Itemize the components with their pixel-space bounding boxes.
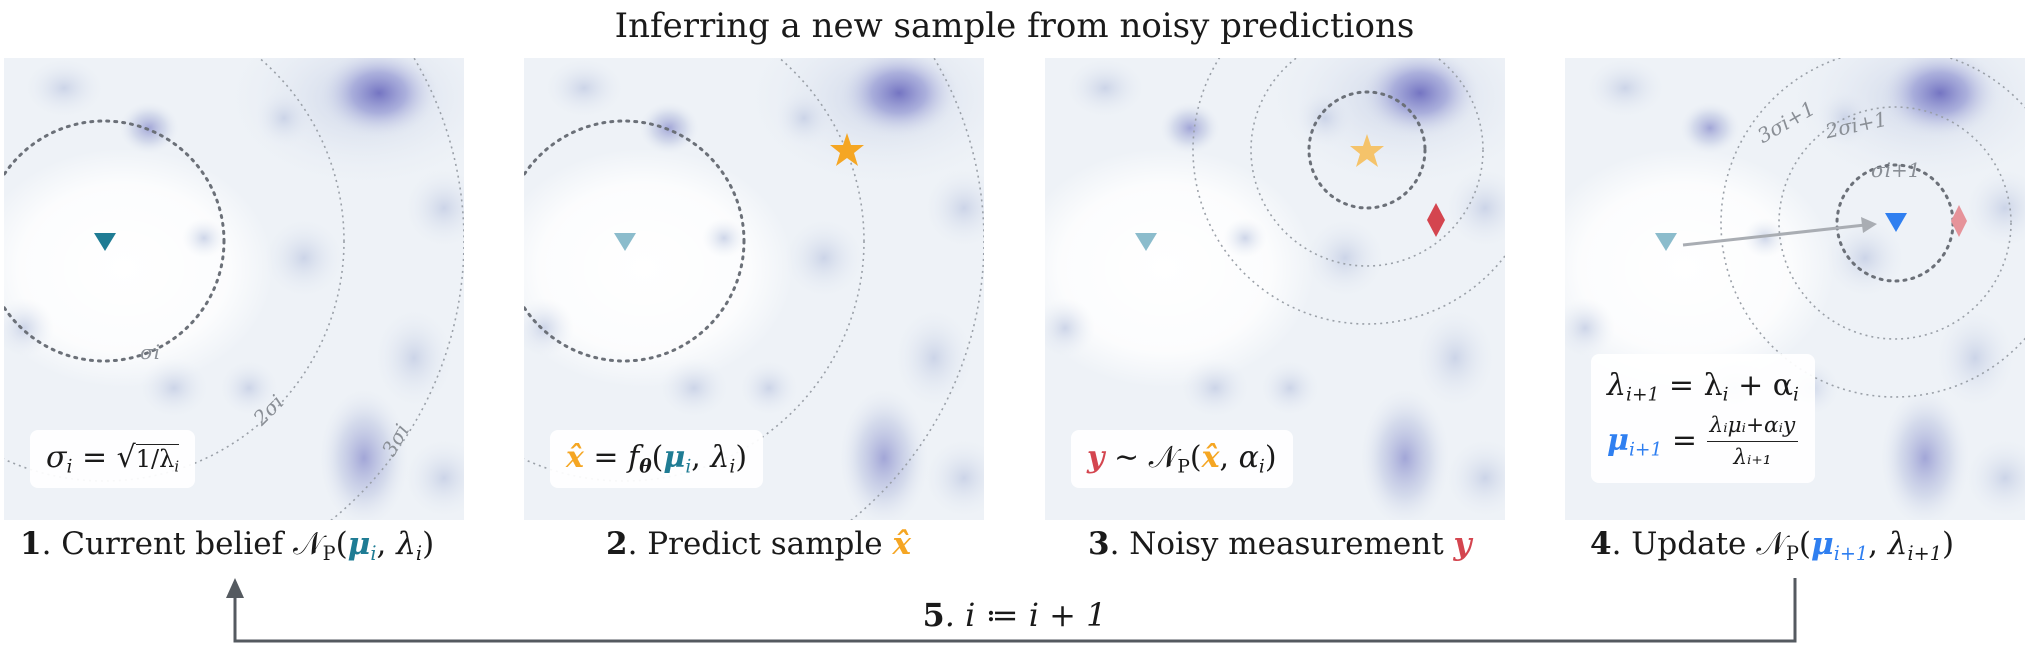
step-label-2: 2. Predict sample x̂ [606, 526, 911, 562]
panel-predict-sample: x̂ = fθ(μi, λi) [524, 58, 984, 520]
arrow-right-icon [1861, 217, 1877, 233]
sigma-label: σi+1 [1871, 158, 1921, 182]
panel-update: σi+1 2σi+1 3σi+1 λi+1 = λi + αi μi+1 = λ… [1565, 58, 2025, 520]
update-arrow-line [1682, 223, 1866, 247]
star-icon [830, 133, 864, 166]
updated-three-sigma-circle [1720, 58, 2025, 398]
updated-two-sigma-circle [1778, 106, 2012, 340]
diamond-icon [1427, 203, 1445, 237]
density-contour-plot [1565, 58, 2025, 520]
loop-label: 5. i ≔ i + 1 [922, 596, 1107, 634]
density-contour-plot [4, 58, 464, 520]
formula-lambda-update: λi+1 = λi + αi [1607, 368, 1799, 406]
old-belief-marker-icon [1655, 233, 1677, 251]
two-sigma-circle [524, 58, 865, 482]
loop-arrow-line [233, 578, 1797, 643]
sigma-label: σi [140, 340, 161, 364]
alpha-three-sigma-circle [1192, 58, 1505, 325]
figure-title: Inferring a new sample from noisy predic… [614, 6, 1415, 46]
alpha-sigma-circle [1307, 90, 1427, 210]
formula-sigma: σi = √1/λi [30, 430, 196, 488]
formula-update: λi+1 = λi + αi μi+1 = λᵢμᵢ+αᵢy λᵢ₊₁ [1591, 354, 1815, 484]
panel-current-belief: σi 2σi 3σi σi = √1/λi [4, 58, 464, 520]
step-label-3: 3. Noisy measurement y [1088, 526, 1472, 562]
formula-prediction: x̂ = fθ(μi, λi) [550, 430, 764, 488]
formula-measurement: y ∼ 𝒩P(x̂, αi) [1071, 430, 1293, 488]
arrow-up-icon [226, 578, 244, 598]
belief-marker-icon [1135, 233, 1157, 251]
sigma-circle [4, 119, 226, 363]
step-label-1: 1. Current belief 𝒩P(μi, λi) [20, 526, 435, 565]
belief-marker-icon [614, 233, 636, 251]
panel-noisy-measurement: y ∼ 𝒩P(x̂, αi) [1045, 58, 1505, 520]
alpha-two-sigma-circle [1250, 58, 1484, 267]
two-sigma-circle [4, 58, 345, 482]
density-contour-plot [1045, 58, 1505, 520]
sigma-circle [524, 119, 746, 363]
density-contour-plot [524, 58, 984, 520]
updated-belief-marker-icon [1885, 213, 1907, 232]
formula-mu-update: μi+1 = λᵢμᵢ+αᵢy λᵢ₊₁ [1607, 410, 1799, 474]
diamond-icon [1951, 205, 1967, 237]
belief-marker-icon [94, 233, 116, 251]
star-icon [1350, 134, 1384, 167]
step-label-4: 4. Update 𝒩P(μi+1, λi+1) [1590, 526, 1955, 565]
